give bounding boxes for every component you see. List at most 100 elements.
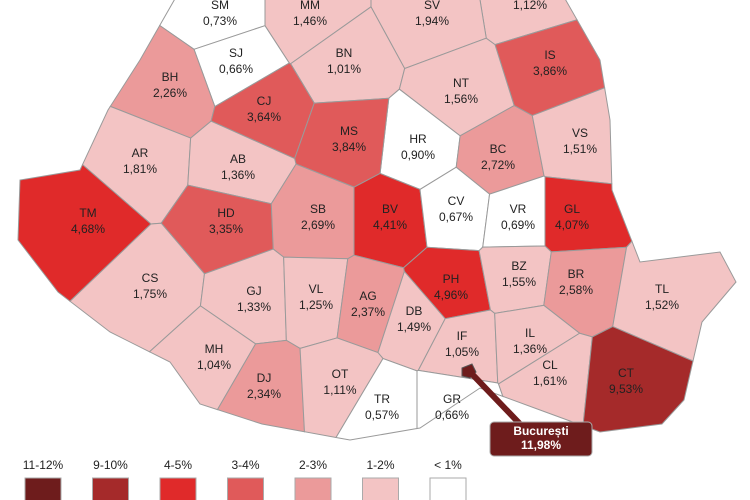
county-area <box>17 163 152 302</box>
county-value: 1,55% <box>502 275 536 289</box>
county-code: TR <box>374 392 390 406</box>
county-code: GL <box>564 202 580 216</box>
county-value: 3,86% <box>533 64 567 78</box>
county-value: 0,66% <box>219 62 253 76</box>
legend-swatch <box>294 477 332 500</box>
county-value: 1,04% <box>197 358 231 372</box>
legend-swatch <box>362 477 399 500</box>
county-value: 1,52% <box>645 298 679 312</box>
county-value: 1,05% <box>445 345 479 359</box>
county-value: 1,11% <box>323 383 356 397</box>
county-code: BZ <box>511 259 526 273</box>
county-value: 3,84% <box>332 140 366 154</box>
county-code: NT <box>453 76 470 90</box>
county-code: TL <box>655 282 669 296</box>
county-value: 1,01% <box>327 62 361 76</box>
county-value: 1,94% <box>415 14 449 28</box>
county-code: GJ <box>246 284 261 298</box>
county-area <box>612 240 737 362</box>
legend-swatch <box>159 477 197 500</box>
county-value: 1,75% <box>133 287 167 301</box>
county-code: BN <box>336 46 353 60</box>
regions <box>17 0 737 441</box>
county-value: 2,58% <box>559 283 593 297</box>
county-value: 1,25% <box>299 298 333 312</box>
county-code: DJ <box>257 371 272 385</box>
county-code: SM <box>211 0 229 12</box>
legend-label: 1-2% <box>366 458 394 472</box>
county-code: HD <box>217 206 235 220</box>
county-code: BC <box>490 142 507 156</box>
connector <box>469 371 523 427</box>
legend-label: 4-5% <box>164 458 192 472</box>
legend-swatch <box>227 477 264 500</box>
county-value: 1,49% <box>397 320 431 334</box>
county-value: 1,36% <box>221 168 255 182</box>
county-value: 1,12% <box>513 0 547 12</box>
county-code: VR <box>510 202 527 216</box>
legend-label: 11-12% <box>23 458 64 472</box>
county-value: 4,96% <box>434 288 468 302</box>
county-code: AG <box>359 289 376 303</box>
legend-label: < 1% <box>434 458 462 472</box>
county-value: 2,34% <box>247 387 281 401</box>
county-code: CV <box>448 194 465 208</box>
county-code: CJ <box>257 94 272 108</box>
legend-swatch <box>24 477 62 500</box>
county-value: 3,35% <box>209 222 243 236</box>
county-value: 0,90% <box>401 148 435 162</box>
county-code: VL <box>309 282 324 296</box>
legend-swatch <box>429 477 467 500</box>
county-value: 9,53% <box>609 382 643 396</box>
county-value: 1,61% <box>533 374 567 388</box>
county-code: BR <box>568 267 585 281</box>
county-value: 1,46% <box>293 14 327 28</box>
county-code: SJ <box>229 46 243 60</box>
legend-label: 9-10% <box>93 458 128 472</box>
county-value: 4,68% <box>71 222 105 236</box>
county-value: 1,81% <box>123 162 157 176</box>
county-code: TM <box>79 206 96 220</box>
county-code: GR <box>443 392 461 406</box>
county-code: AB <box>230 152 246 166</box>
county-code: CT <box>618 366 635 380</box>
county-code: VS <box>572 126 588 140</box>
county-area <box>544 176 633 253</box>
county-value: 2,69% <box>301 218 335 232</box>
county-value: 2,72% <box>481 158 515 172</box>
county-value: 0,57% <box>365 408 399 422</box>
county-code: OT <box>332 367 349 381</box>
capital-name: București <box>513 424 568 438</box>
county-value: 1,33% <box>237 300 271 314</box>
county-code: CL <box>542 358 558 372</box>
county-code: MH <box>205 342 224 356</box>
legend-label: 3-4% <box>231 458 259 472</box>
county-code: CS <box>142 271 159 285</box>
county-code: MM <box>300 0 320 12</box>
county-value: 4,07% <box>555 218 589 232</box>
county-code: IL <box>525 326 535 340</box>
county-value: 1,36% <box>513 342 547 356</box>
county-value: 2,26% <box>153 86 187 100</box>
county-value: 0,73% <box>203 14 237 28</box>
county-code: BV <box>382 202 398 216</box>
county-value: 1,51% <box>563 142 597 156</box>
county-code: AR <box>132 146 149 160</box>
county-code: BH <box>162 70 179 84</box>
county-value: 0,67% <box>439 210 473 224</box>
capital-value: 11,98% <box>521 438 561 452</box>
county-value: 3,64% <box>247 110 281 124</box>
capital-box <box>489 421 593 457</box>
county-value: 0,69% <box>501 218 535 232</box>
legend-label: 2-3% <box>299 458 327 472</box>
county-code: HR <box>409 132 427 146</box>
county-code: IF <box>457 329 468 343</box>
county-code: PH <box>443 272 460 286</box>
county-code: DB <box>406 304 423 318</box>
county-value: 2,37% <box>351 305 385 319</box>
county-value: 0,66% <box>435 408 469 422</box>
county-code: SV <box>424 0 440 12</box>
legend-swatch <box>92 477 129 500</box>
